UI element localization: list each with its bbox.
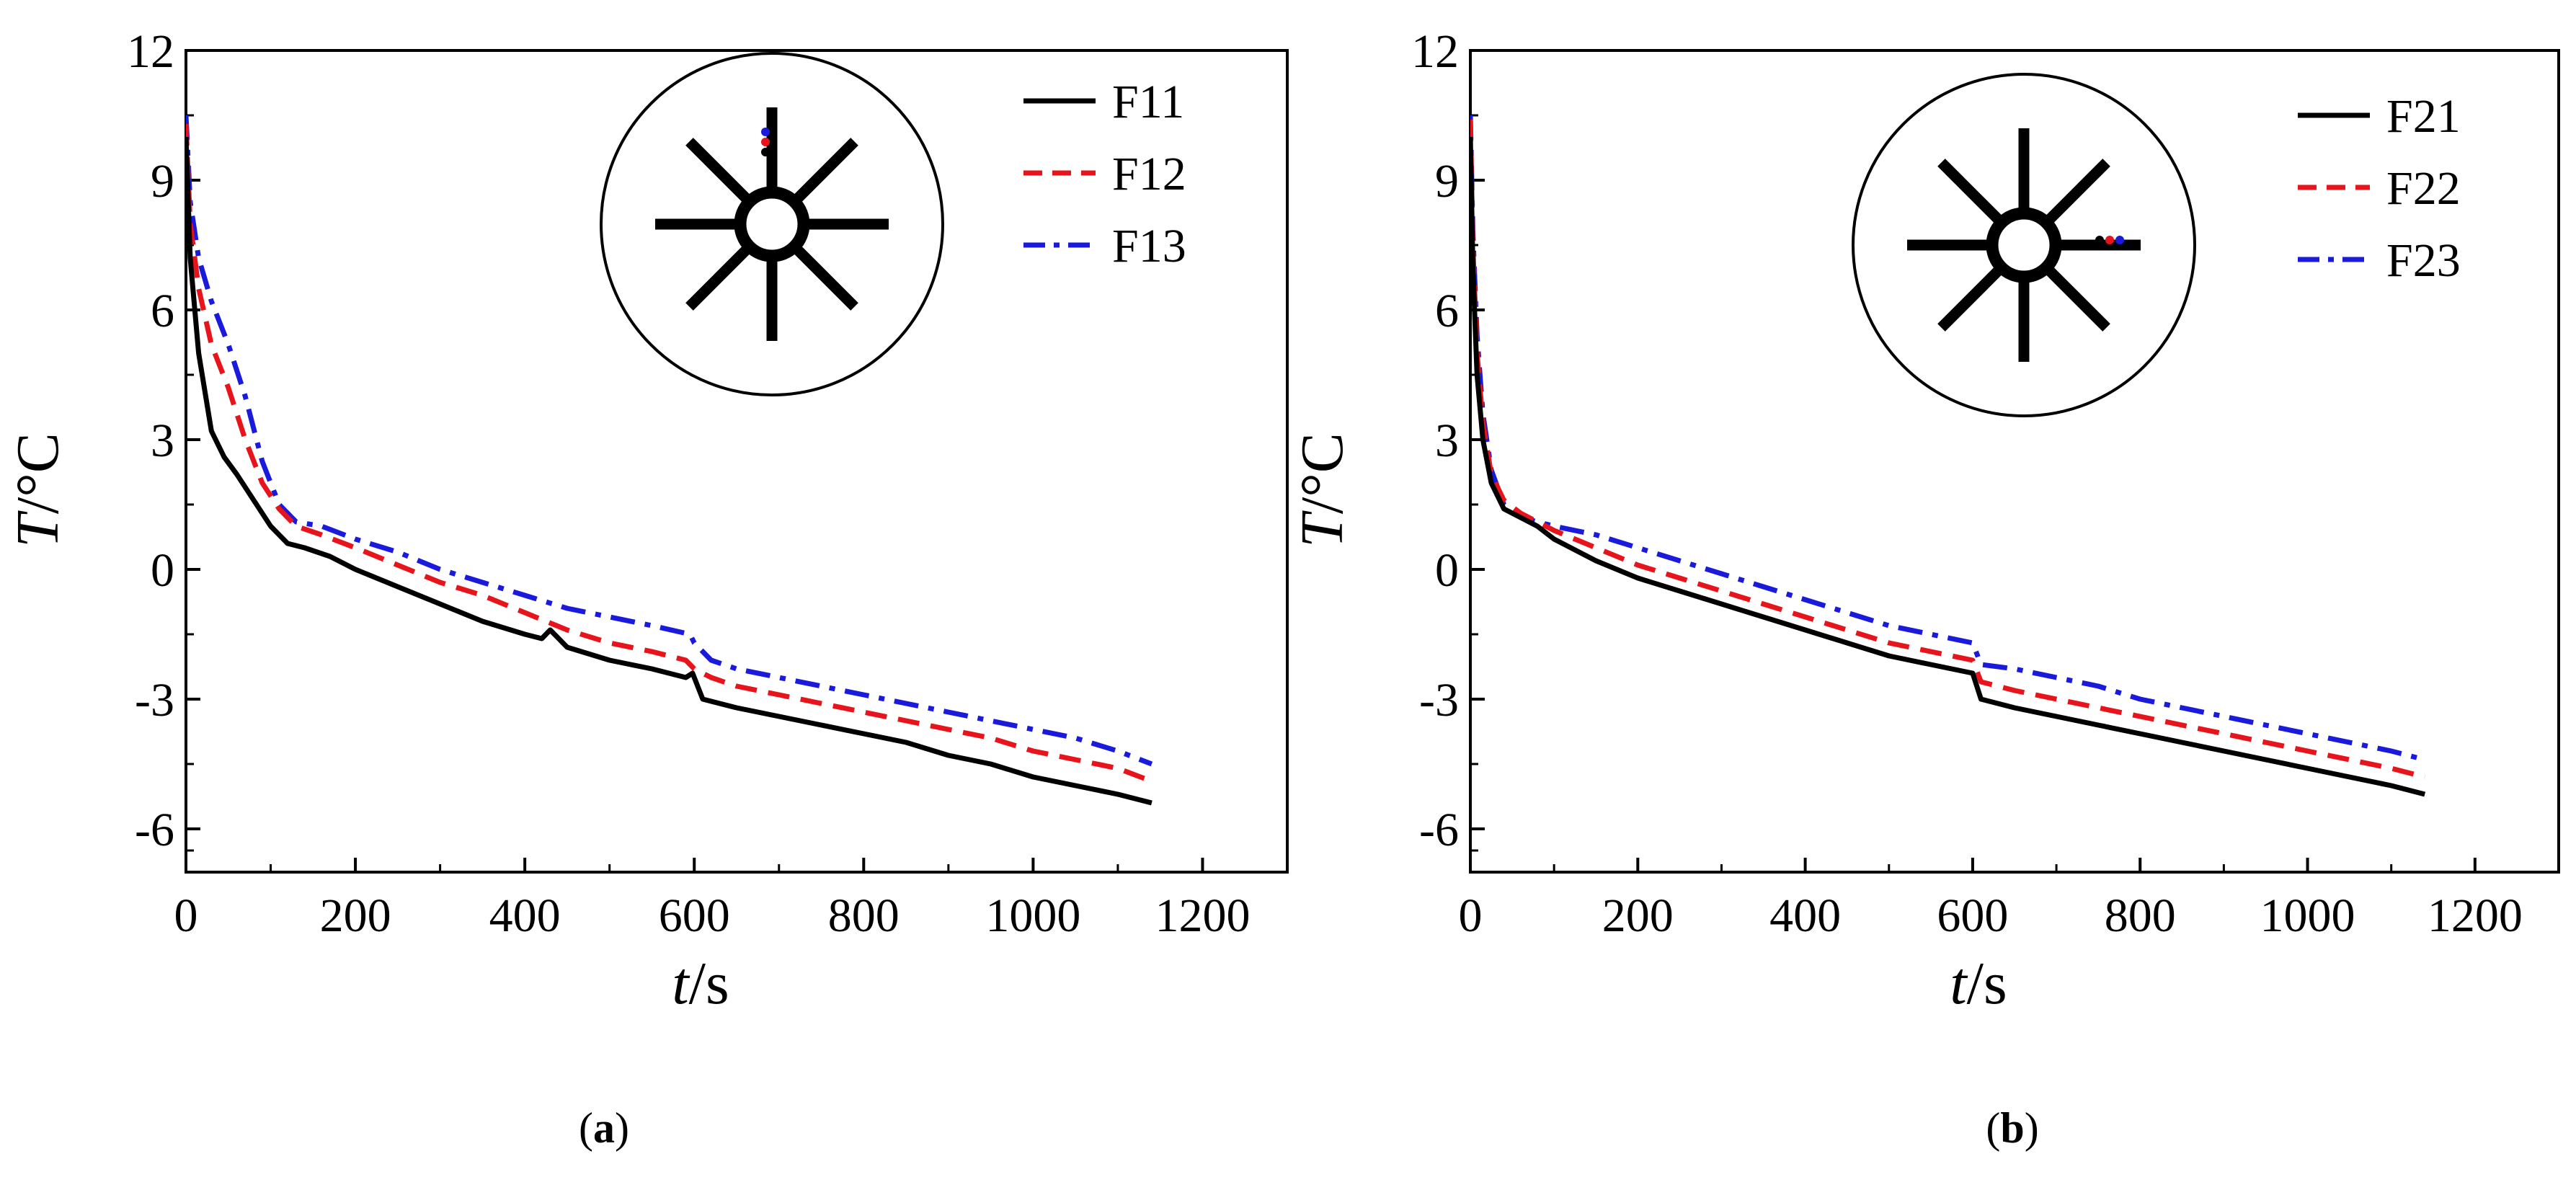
x-tick-label: 600 bbox=[1937, 889, 2008, 942]
inset-cross-section bbox=[1852, 73, 2196, 417]
caption-open: ( bbox=[579, 1104, 593, 1152]
inset-point-F21 bbox=[2095, 236, 2104, 244]
y-tick-label: -6 bbox=[135, 804, 174, 856]
y-axis-var: T bbox=[4, 510, 71, 548]
y-axis-unit: /°C bbox=[4, 432, 71, 514]
inset-point-F22 bbox=[2105, 236, 2114, 244]
legend-label-F23: F23 bbox=[2386, 234, 2461, 287]
inset-point-F11 bbox=[761, 148, 770, 156]
caption-letter: a bbox=[593, 1104, 615, 1152]
x-tick-label: 1200 bbox=[1155, 889, 1250, 942]
x-tick-label: 1000 bbox=[985, 889, 1080, 942]
legend-label-F11: F11 bbox=[1112, 76, 1184, 128]
y-tick-label: -3 bbox=[1419, 674, 1459, 727]
x-axis-title: t/s bbox=[1950, 950, 2007, 1017]
legend-label-F21: F21 bbox=[2386, 90, 2461, 143]
panel-b: 0 200 400 600 800 1000 1200 -6 -3 0 3 6 9 12 t/s T/°C F2… bbox=[1289, 25, 2560, 1152]
legend-label-F13: F13 bbox=[1112, 220, 1186, 272]
x-axis-title: t/s bbox=[672, 950, 729, 1017]
x-tick-label: 400 bbox=[1769, 889, 1841, 942]
y-axis-var: T bbox=[1289, 510, 1356, 548]
y-tick-label: -6 bbox=[1419, 804, 1459, 856]
y-tick-label: 0 bbox=[151, 544, 174, 597]
inset-cross-section bbox=[600, 52, 944, 396]
x-tick-label: 400 bbox=[489, 889, 561, 942]
x-tick-label: 200 bbox=[320, 889, 391, 942]
legend-label-F22: F22 bbox=[2386, 162, 2461, 215]
caption-letter: b bbox=[2000, 1104, 2024, 1152]
inset-tube bbox=[1986, 207, 2062, 283]
y-tick-label: 9 bbox=[151, 155, 174, 208]
plot-frame bbox=[185, 49, 1289, 874]
x-axis-var: t bbox=[1950, 950, 1968, 1017]
inset-point-F12 bbox=[761, 138, 770, 146]
y-axis-unit: /°C bbox=[1289, 432, 1356, 514]
y-tick-label: 12 bbox=[1411, 25, 1459, 78]
y-tick-label: 3 bbox=[1435, 414, 1459, 467]
inset-point-F23 bbox=[2115, 236, 2124, 244]
caption-open: ( bbox=[1986, 1104, 2000, 1152]
x-tick-label: 800 bbox=[2105, 889, 2176, 942]
y-axis-title: T/°C bbox=[4, 432, 71, 548]
x-axis-unit: /s bbox=[1967, 950, 2007, 1017]
y-axis-title: T/°C bbox=[1289, 432, 1356, 548]
x-axis-unit: /s bbox=[689, 950, 729, 1017]
series-line-F22 bbox=[1470, 119, 2426, 780]
caption-close: ) bbox=[615, 1104, 629, 1152]
x-tick-label: 0 bbox=[174, 889, 198, 942]
x-axis-var: t bbox=[672, 950, 690, 1017]
x-tick-label: 1200 bbox=[2428, 889, 2523, 942]
series-line-F11 bbox=[186, 136, 1152, 806]
x-tick-label: 200 bbox=[1602, 889, 1674, 942]
legend-label-F12: F12 bbox=[1112, 148, 1186, 200]
y-tick-label: -3 bbox=[135, 674, 174, 727]
y-tick-label: 6 bbox=[1435, 285, 1459, 337]
plot-frame bbox=[1469, 49, 2560, 874]
y-tick-label: 3 bbox=[151, 414, 174, 467]
y-tick-label: 12 bbox=[127, 25, 174, 78]
inset-point-F13 bbox=[761, 128, 770, 136]
panel-caption: (a) bbox=[579, 1104, 629, 1152]
y-tick-label: 0 bbox=[1435, 544, 1459, 597]
x-tick-label: 800 bbox=[828, 889, 900, 942]
series-line-F12 bbox=[186, 123, 1153, 784]
series-line-F21 bbox=[1470, 136, 2426, 797]
y-tick-label: 9 bbox=[1435, 155, 1459, 208]
x-tick-label: 1000 bbox=[2260, 889, 2355, 942]
caption-close: ) bbox=[2025, 1104, 2039, 1152]
y-tick-label: 6 bbox=[151, 285, 174, 337]
x-tick-label: 0 bbox=[1459, 889, 1483, 942]
panel-caption: (b) bbox=[1986, 1104, 2038, 1152]
inset-tube bbox=[734, 186, 810, 262]
panel-a: 0 200 400 600 800 1000 1200 -6 -3 0 3 6 9 12 t/s T/°C F1… bbox=[4, 25, 1289, 1152]
x-tick-label: 600 bbox=[659, 889, 730, 942]
